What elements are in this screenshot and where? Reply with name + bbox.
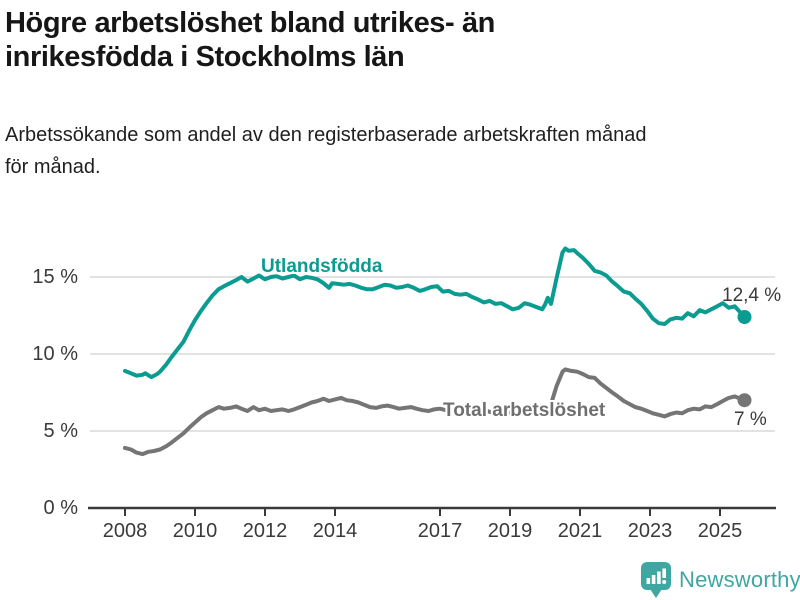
- x-axis-tick-label: 2010: [172, 520, 218, 542]
- series-label-utlandsfodda: Utlandsfödda: [261, 256, 383, 277]
- chart-subtitle-line1: Arbetssökande som andel av den registerb…: [5, 124, 647, 146]
- x-axis-tick-label: 2021: [557, 520, 603, 542]
- x-axis-tick-label: 2014: [312, 520, 358, 542]
- brand-name: Newsworthy: [679, 567, 800, 592]
- y-axis-tick-label: 15 %: [32, 266, 78, 288]
- end-value-label-utlandsfodda: 12,4 %: [722, 285, 782, 306]
- x-axis-tick-label: 2008: [102, 520, 148, 542]
- chart-title-line1: Högre arbetslöshet bland utrikes- än: [5, 7, 495, 39]
- series-label-total-arbetsloshet: Total arbetslöshet: [443, 400, 606, 421]
- chart-subtitle: Arbetssökande som andel av den registerb…: [5, 119, 647, 183]
- chart-title: Högre arbetslöshet bland utrikes- än inr…: [5, 6, 495, 74]
- y-axis-tick-label: 10 %: [32, 343, 78, 365]
- x-axis-tick-label: 2019: [487, 520, 533, 542]
- x-axis-tick-label: 2023: [627, 520, 673, 542]
- chart-subtitle-line2: för månad.: [5, 156, 101, 178]
- x-axis-tick-label: 2017: [417, 520, 463, 542]
- x-axis-tick-label: 2012: [242, 520, 288, 542]
- chart-title-line2: inrikesfödda i Stockholms län: [5, 41, 405, 73]
- y-axis-tick-label: 5 %: [43, 420, 78, 442]
- newsworthy-logo[interactable]: Newsworthy: [640, 561, 800, 599]
- y-axis-tick-label: 0 %: [43, 497, 78, 519]
- x-axis-tick-label: 2025: [697, 520, 743, 542]
- end-value-label-total: 7 %: [734, 409, 767, 430]
- bar-chart-bubble-icon: [641, 562, 671, 598]
